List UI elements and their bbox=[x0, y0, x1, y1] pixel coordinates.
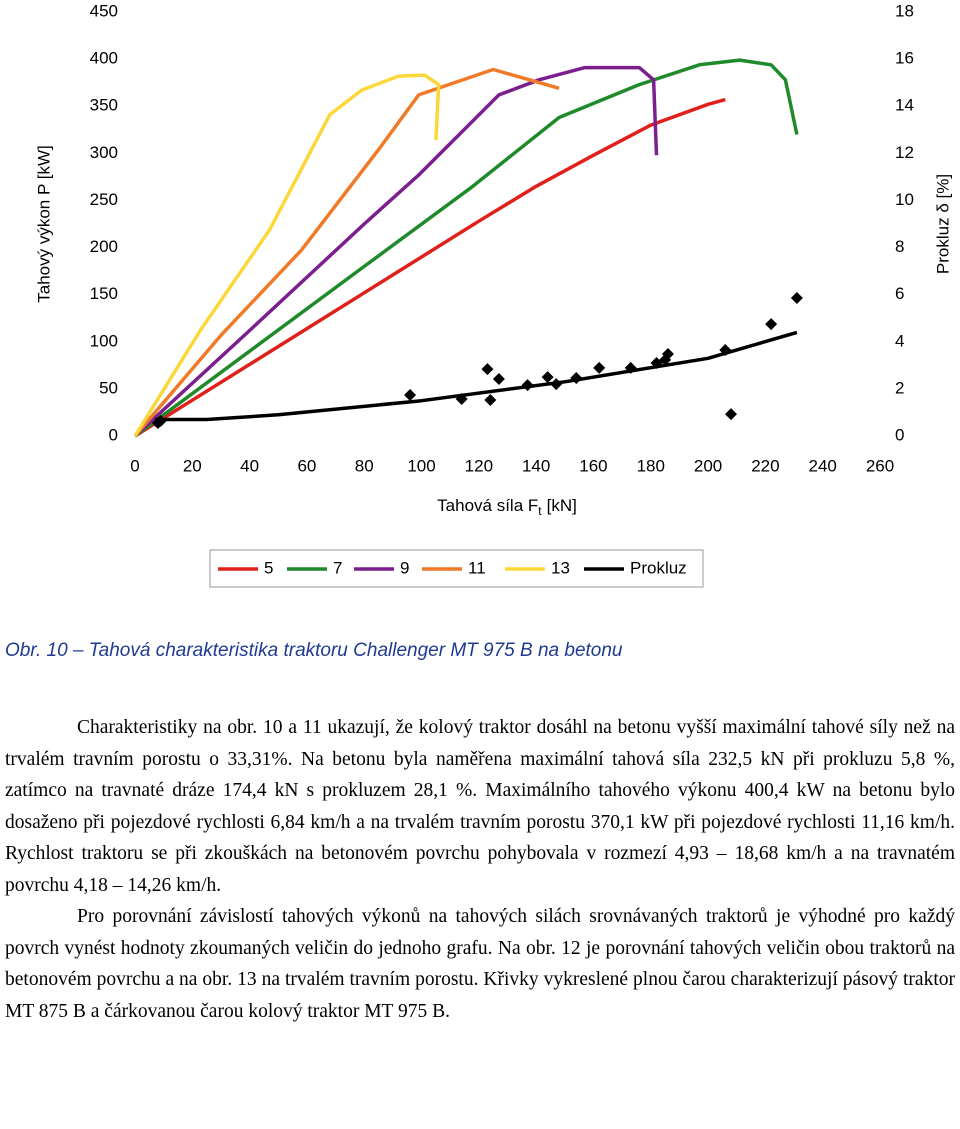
data-point bbox=[541, 371, 554, 384]
series-line bbox=[155, 330, 798, 422]
paragraph: Charakteristiky na obr. 10 a 11 ukazují,… bbox=[5, 717, 955, 896]
y-tick-label: 250 bbox=[90, 190, 118, 209]
paragraph: Pro porovnání závislostí tahových výkonů… bbox=[5, 906, 955, 1022]
figure-caption: Obr. 10 – Tahová charakteristika traktor… bbox=[5, 640, 623, 661]
legend-label: 5 bbox=[264, 558, 273, 577]
x-tick-label: 220 bbox=[751, 456, 779, 475]
x-tick-label: 260 bbox=[866, 456, 894, 475]
data-point bbox=[550, 378, 563, 391]
legend-label: Prokluz bbox=[630, 558, 687, 577]
data-point bbox=[661, 348, 674, 361]
x-tick-label: 100 bbox=[407, 456, 435, 475]
legend-label: 7 bbox=[333, 558, 342, 577]
y2-tick-label: 4 bbox=[895, 331, 904, 350]
x-tick-label: 0 bbox=[130, 456, 139, 475]
data-point bbox=[719, 344, 732, 357]
body-text: Charakteristiky na obr. 10 a 11 ukazují,… bbox=[5, 712, 955, 1027]
y-tick-label: 350 bbox=[90, 96, 118, 115]
y-tick-label: 0 bbox=[109, 425, 118, 444]
y-tick-label: 50 bbox=[99, 378, 118, 397]
x-tick-label: 80 bbox=[355, 456, 374, 475]
data-point bbox=[593, 361, 606, 374]
y-tick-label: 100 bbox=[90, 331, 118, 350]
x-tick-label: 60 bbox=[297, 456, 316, 475]
data-point bbox=[790, 291, 803, 304]
y-tick-label: 300 bbox=[90, 143, 118, 162]
y2-tick-label: 0 bbox=[895, 425, 904, 444]
x-tick-label: 40 bbox=[240, 456, 259, 475]
y-axis-label: Tahový výkon P [kW] bbox=[34, 145, 53, 302]
y2-tick-label: 18 bbox=[895, 1, 914, 20]
y2-axis-label: Prokluz δ [%] bbox=[933, 174, 952, 274]
legend-label: 9 bbox=[400, 558, 409, 577]
data-point bbox=[404, 389, 417, 402]
y2-tick-label: 8 bbox=[895, 237, 904, 256]
legend-label: 13 bbox=[551, 558, 570, 577]
x-axis-label: Tahová síla Ft [kN] bbox=[437, 496, 577, 518]
series-line bbox=[133, 58, 799, 438]
x-tick-label: 200 bbox=[694, 456, 722, 475]
x-tick-label: 20 bbox=[183, 456, 202, 475]
data-point bbox=[154, 414, 167, 427]
y-tick-label: 400 bbox=[90, 49, 118, 68]
y2-tick-label: 14 bbox=[895, 96, 914, 115]
x-label-unit: [kN] bbox=[547, 496, 577, 515]
chart: Tahový výkon P [kW] Prokluz δ [%] Tahová… bbox=[34, 1, 952, 588]
x-tick-label: 160 bbox=[579, 456, 607, 475]
series-line bbox=[133, 67, 560, 438]
data-point bbox=[570, 372, 583, 385]
x-label-sub: t bbox=[538, 504, 542, 518]
x-tick-label: 180 bbox=[637, 456, 665, 475]
series-line bbox=[133, 65, 659, 438]
data-point bbox=[521, 379, 534, 392]
data-point bbox=[481, 363, 494, 376]
series-line bbox=[133, 73, 441, 437]
data-point bbox=[765, 318, 778, 331]
data-point bbox=[455, 393, 468, 406]
y2-tick-label: 2 bbox=[895, 378, 904, 397]
y2-tick-label: 10 bbox=[895, 190, 914, 209]
y2-tick-label: 6 bbox=[895, 284, 904, 303]
y-tick-label: 150 bbox=[90, 284, 118, 303]
x-tick-label: 140 bbox=[522, 456, 550, 475]
legend-label: 11 bbox=[468, 558, 486, 577]
data-point bbox=[725, 408, 737, 421]
x-label-main: Tahová síla F bbox=[437, 496, 538, 515]
x-tick-label: 240 bbox=[809, 456, 837, 475]
data-point bbox=[484, 393, 497, 406]
y2-tick-label: 12 bbox=[895, 143, 914, 162]
y2-tick-label: 16 bbox=[895, 49, 914, 68]
y-tick-label: 200 bbox=[90, 237, 118, 256]
data-point bbox=[492, 372, 505, 385]
x-tick-label: 120 bbox=[465, 456, 493, 475]
y-tick-label: 450 bbox=[90, 1, 118, 20]
data-point bbox=[624, 361, 637, 374]
series-line bbox=[134, 97, 726, 438]
